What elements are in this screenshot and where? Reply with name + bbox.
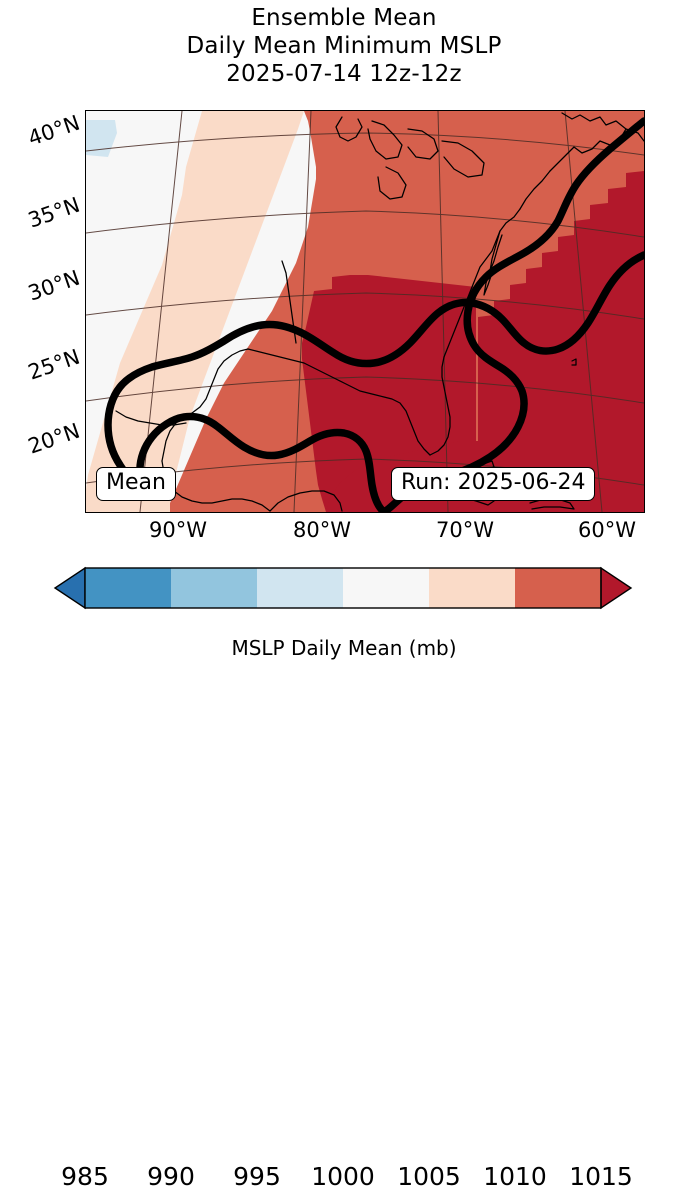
lat-label-25N: 25°N	[25, 344, 83, 385]
lat-label-35N: 35°N	[25, 192, 83, 233]
lon-label-70W: 70°W	[436, 518, 494, 542]
colorbar-band-995-1000	[257, 568, 343, 608]
title-line-3: 2025-07-14 12z-12z	[226, 61, 462, 87]
colorbar-axis-label: MSLP Daily Mean (mb)	[231, 636, 457, 660]
mslp-contour-map	[86, 111, 644, 512]
colorbar-band-1005-1010	[429, 568, 515, 608]
lon-label-60W: 60°W	[578, 518, 636, 542]
lon-label-90W: 90°W	[149, 518, 207, 542]
mean-annotation-badge: Mean	[96, 467, 176, 501]
colorbar-swatches	[53, 566, 633, 610]
map-plot-area[interactable]	[85, 110, 645, 513]
colorbar-outline	[84, 567, 602, 609]
colorbar-tick-995: 995	[233, 1162, 281, 1191]
colorbar-tick-1005: 1005	[397, 1162, 461, 1191]
lat-label-20N: 20°N	[25, 418, 83, 459]
run-date-annotation-badge: Run: 2025-06-24	[391, 467, 596, 501]
colorbar-band-990-995	[171, 568, 257, 608]
colorbar-under-arrow	[53, 566, 86, 610]
title-line-1: Ensemble Mean	[251, 5, 437, 31]
isobar-contour-segment-east	[468, 251, 644, 355]
colorbar-band-985-990	[85, 568, 171, 608]
colorbar-tick-990: 990	[147, 1162, 195, 1191]
colorbar-tick-1015: 1015	[569, 1162, 633, 1191]
isobar-contour-segment-west	[104, 298, 476, 491]
colorbar-over-arrow	[600, 566, 633, 610]
colorbar-tick-1010: 1010	[483, 1162, 547, 1191]
colorbar-tick-1000: 1000	[311, 1162, 375, 1191]
colorbar-band-1000-1005	[343, 568, 429, 608]
page-title: Ensemble Mean Daily Mean Minimum MSLP 20…	[0, 4, 688, 88]
colorbar-band-1010-1015	[515, 568, 601, 608]
colorbar-tick-985: 985	[61, 1162, 109, 1191]
lat-label-30N: 30°N	[25, 265, 83, 306]
title-line-2: Daily Mean Minimum MSLP	[186, 33, 502, 59]
lon-label-80W: 80°W	[293, 518, 351, 542]
isobar-contour-segment-gulf	[136, 412, 388, 512]
lat-label-40N: 40°N	[25, 110, 83, 151]
